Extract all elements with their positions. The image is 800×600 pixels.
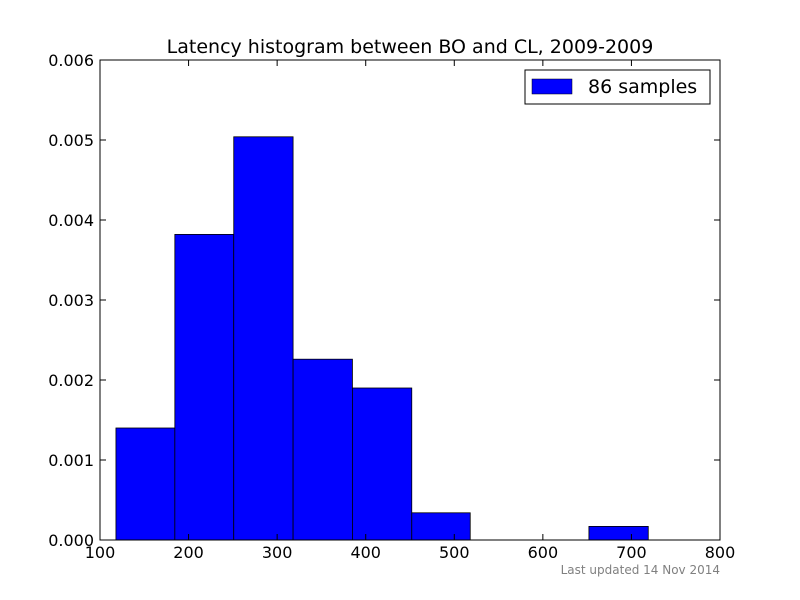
y-tick-label: 0.000 bbox=[48, 531, 94, 550]
y-tick-label: 0.001 bbox=[48, 451, 94, 470]
x-tick-label: 800 bbox=[705, 543, 736, 562]
histogram-bar bbox=[352, 387, 413, 541]
x-tick-label: 100 bbox=[85, 543, 116, 562]
legend: 86 samples bbox=[524, 69, 711, 105]
y-tick-label: 0.005 bbox=[48, 131, 94, 150]
histogram-bar bbox=[588, 526, 649, 541]
histogram-bar bbox=[292, 358, 353, 541]
chart-title: Latency histogram between BO and CL, 200… bbox=[167, 36, 654, 58]
histogram-bar bbox=[115, 427, 176, 541]
histogram-bar bbox=[174, 233, 235, 541]
legend-swatch bbox=[531, 78, 573, 95]
x-tick-label: 500 bbox=[439, 543, 470, 562]
x-tick-label: 700 bbox=[616, 543, 647, 562]
bars-group bbox=[115, 136, 649, 541]
x-tick-label: 600 bbox=[528, 543, 559, 562]
x-tick-label: 300 bbox=[262, 543, 293, 562]
last-updated-text: Last updated 14 Nov 2014 bbox=[561, 563, 720, 577]
histogram-bar bbox=[233, 136, 294, 541]
y-tick-label: 0.002 bbox=[48, 371, 94, 390]
histogram-bar bbox=[411, 512, 471, 541]
y-tick-label: 0.004 bbox=[48, 211, 94, 230]
y-tick-label: 0.006 bbox=[48, 51, 94, 70]
ticks-group: 100 200 300 400 500 600 700 800 0.000 0.001 0.002 0… bbox=[48, 51, 735, 562]
x-tick-label: 200 bbox=[173, 543, 204, 562]
y-tick-label: 0.003 bbox=[48, 291, 94, 310]
legend-label: 86 samples bbox=[588, 76, 697, 98]
x-tick-label: 400 bbox=[350, 543, 381, 562]
